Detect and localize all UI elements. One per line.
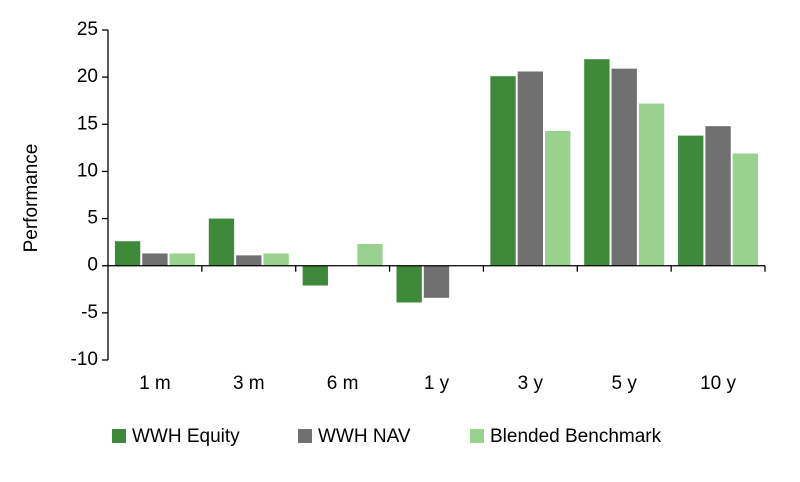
bar — [208, 218, 235, 266]
legend-swatch — [112, 429, 126, 443]
bar — [517, 71, 544, 266]
y-tick-label: -10 — [71, 349, 98, 370]
legend-swatch — [298, 429, 312, 443]
bar — [423, 265, 450, 298]
y-tick-label: 0 — [87, 255, 98, 276]
x-tick-label: 6 m — [327, 373, 359, 394]
bar — [114, 241, 141, 266]
bar — [584, 59, 610, 266]
y-tick-label: 25 — [77, 19, 98, 40]
legend-label: Blended Benchmark — [490, 426, 662, 447]
x-tick-label: 1 y — [424, 373, 450, 394]
bar — [236, 255, 262, 266]
bar — [490, 76, 516, 266]
bar — [302, 265, 328, 286]
bar — [732, 153, 759, 266]
bar — [396, 265, 422, 303]
x-tick-label: 3 m — [233, 373, 265, 394]
bar — [705, 126, 731, 266]
legend-label: WWH Equity — [132, 426, 240, 447]
bar — [678, 135, 704, 266]
y-axis-label: Performance — [21, 144, 42, 253]
y-tick-label: 5 — [87, 208, 98, 229]
y-tick-label: 10 — [77, 160, 98, 181]
legend-swatch — [470, 429, 484, 443]
y-tick-label: 15 — [77, 113, 98, 134]
bar — [611, 68, 637, 266]
x-tick-label: 10 y — [700, 373, 736, 394]
bar — [638, 103, 665, 266]
x-tick-label: 1 m — [139, 373, 171, 394]
y-tick-label: 20 — [77, 66, 98, 87]
bar — [545, 130, 571, 266]
bar — [263, 253, 289, 266]
bar — [169, 253, 195, 266]
y-tick-label: -5 — [81, 302, 98, 323]
legend-label: WWH NAV — [318, 426, 411, 447]
x-tick-label: 3 y — [518, 373, 544, 394]
bar — [142, 253, 168, 266]
x-tick-label: 5 y — [612, 373, 638, 394]
bar — [357, 244, 383, 266]
